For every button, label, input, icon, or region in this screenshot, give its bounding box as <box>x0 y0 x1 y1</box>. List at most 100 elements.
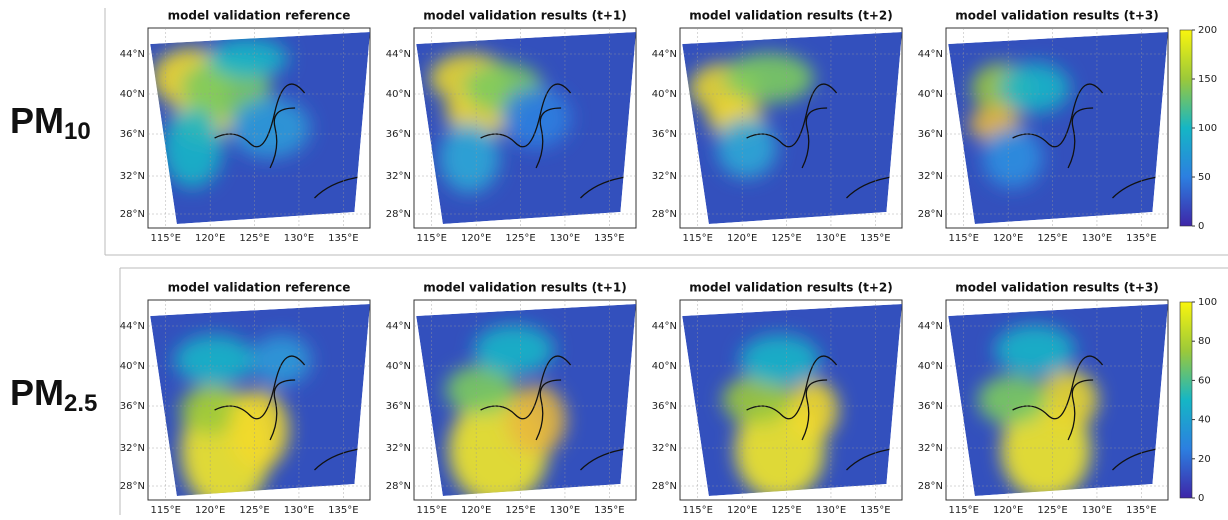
map-field <box>150 304 370 496</box>
lat-label: 44°N <box>386 49 411 60</box>
lat-label: 44°N <box>918 321 943 332</box>
concentration-blob <box>739 335 820 385</box>
panel-title: model validation results (t+3) <box>955 281 1158 295</box>
lon-label: 115°E <box>417 505 447 516</box>
concentration-blob <box>162 108 223 188</box>
lat-label: 28°N <box>652 209 677 220</box>
lon-label: 135°E <box>328 233 358 244</box>
concentration-blob <box>994 325 1075 375</box>
lat-label: 40°N <box>652 89 677 100</box>
colorbar-tick-label: 150 <box>1198 74 1217 85</box>
coastline <box>1012 83 1168 199</box>
lat-label: 32°N <box>120 443 145 454</box>
lon-label: 115°E <box>151 505 181 516</box>
lat-label: 32°N <box>386 171 411 182</box>
lat-label: 32°N <box>120 171 145 182</box>
lon-label: 120°E <box>195 233 225 244</box>
lat-label: 32°N <box>386 443 411 454</box>
row-label-main: PM <box>10 100 64 141</box>
lat-label: 28°N <box>918 209 943 220</box>
concentration-blob <box>999 63 1070 113</box>
row-label-main: PM <box>10 372 64 413</box>
concentration-blob <box>722 375 793 425</box>
lat-label: 40°N <box>386 89 411 100</box>
map-field <box>948 304 1168 496</box>
panel-title: model validation reference <box>168 9 351 23</box>
lat-label: 36°N <box>652 129 677 140</box>
lat-label: 40°N <box>918 361 943 372</box>
lon-label: 135°E <box>1126 505 1156 516</box>
lat-label: 36°N <box>918 401 943 412</box>
concentration-blob <box>501 88 572 148</box>
concentration-blob <box>977 375 1048 425</box>
lon-label: 135°E <box>860 505 890 516</box>
lon-label: 125°E <box>239 233 269 244</box>
lat-label: 44°N <box>120 49 145 60</box>
lat-label: 36°N <box>120 129 145 140</box>
lat-label: 36°N <box>652 401 677 412</box>
map-field <box>948 32 1168 224</box>
lat-label: 32°N <box>652 443 677 454</box>
concentration-blob <box>506 385 567 455</box>
lon-label: 115°E <box>683 505 713 516</box>
lon-label: 115°E <box>949 233 979 244</box>
coastline <box>214 83 370 199</box>
concentration-blob <box>439 123 500 193</box>
map-blobs <box>722 335 839 496</box>
panel-title: model validation results (t+2) <box>689 281 892 295</box>
lat-label: 28°N <box>386 481 411 492</box>
lon-label: 125°E <box>239 505 269 516</box>
coastline <box>746 83 902 199</box>
row-label-sub: 10 <box>64 118 91 145</box>
lon-label: 135°E <box>594 233 624 244</box>
colorbar-tick-label: 40 <box>1198 415 1211 426</box>
lon-label: 115°E <box>949 505 979 516</box>
colorbar <box>1179 29 1193 227</box>
map-field <box>416 304 636 496</box>
concentration-blob <box>174 335 255 385</box>
lon-label: 120°E <box>461 505 491 516</box>
row-label: PM10 <box>10 100 91 146</box>
lat-label: 36°N <box>386 129 411 140</box>
colorbar-tick-label: 0 <box>1198 221 1204 232</box>
colorbar-tick-label: 80 <box>1198 336 1211 347</box>
coastline <box>480 83 636 199</box>
map-field <box>682 304 902 496</box>
colorbar-tick-label: 100 <box>1198 123 1217 134</box>
lat-label: 40°N <box>120 89 145 100</box>
lon-label: 130°E <box>1082 505 1112 516</box>
concentration-blob <box>788 380 839 440</box>
lon-label: 130°E <box>1082 233 1112 244</box>
lon-label: 115°E <box>683 233 713 244</box>
lon-label: 130°E <box>284 233 314 244</box>
concentration-blob <box>251 335 312 385</box>
lon-label: 120°E <box>461 233 491 244</box>
lon-label: 125°E <box>771 505 801 516</box>
lat-label: 28°N <box>120 481 145 492</box>
map-blobs <box>968 63 1070 188</box>
concentration-blob <box>723 53 814 103</box>
lat-label: 44°N <box>652 49 677 60</box>
lat-label: 40°N <box>120 361 145 372</box>
concentration-blob <box>982 128 1043 188</box>
concentration-blob <box>716 118 777 178</box>
lat-label: 44°N <box>918 49 943 60</box>
lat-label: 36°N <box>918 129 943 140</box>
lat-label: 44°N <box>652 321 677 332</box>
lat-label: 40°N <box>652 361 677 372</box>
coastline <box>746 355 902 471</box>
panel-title: model validation reference <box>168 281 351 295</box>
map-blobs <box>152 38 311 188</box>
lat-label: 28°N <box>918 481 943 492</box>
concentration-blob <box>473 325 554 375</box>
panel-title: model validation results (t+1) <box>423 9 626 23</box>
colorbar-tick-label: 100 <box>1198 297 1217 308</box>
lon-label: 130°E <box>816 505 846 516</box>
map-field <box>150 32 370 224</box>
row-label-sub: 2.5 <box>64 390 97 417</box>
row-label: PM2.5 <box>10 372 97 418</box>
lat-label: 28°N <box>120 209 145 220</box>
lon-label: 125°E <box>771 233 801 244</box>
lon-label: 125°E <box>1037 505 1067 516</box>
